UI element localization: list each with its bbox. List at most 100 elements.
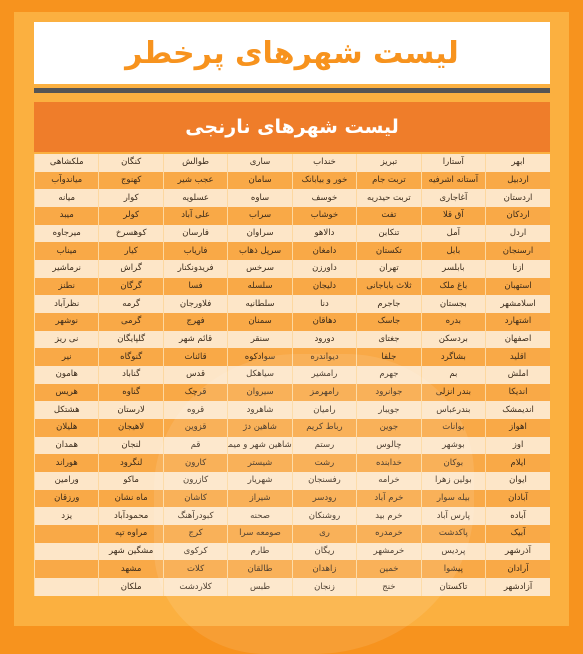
- city-cell: اهواز: [485, 419, 550, 437]
- city-cell: تبریز: [356, 154, 422, 172]
- city-cell: اندیکا: [485, 383, 550, 402]
- table-row: آذرشهر پردیس خرمشهر ریگان طارم کرکوی مشگین شهر: [33, 542, 550, 561]
- city-cell: خنداب: [291, 154, 357, 172]
- city-cell: فسا: [162, 277, 228, 296]
- city-cell: پردیس: [420, 542, 486, 561]
- city-cell: بجستان: [420, 295, 486, 314]
- page-title: لیست شهرهای پرخطر: [125, 35, 459, 71]
- city-cell: بدره: [420, 313, 486, 331]
- city-cell: چالوس: [356, 436, 422, 455]
- city-cell: سلطانیه: [227, 295, 293, 314]
- city-cell: جلفا: [356, 348, 422, 367]
- city-cell: رستم: [291, 436, 357, 455]
- table-row: اندیمشک بندرعباس جویبار رامیان شاهرود قروه لار…: [33, 401, 550, 420]
- city-cell: کهنوج: [98, 171, 164, 190]
- city-cell: بشاگرد: [420, 348, 486, 367]
- city-cell: تهران: [356, 260, 422, 278]
- city-cell: خوشاب: [291, 207, 357, 225]
- subtitle-bar: لیست شهرهای نارنجی: [34, 102, 550, 152]
- city-cell: طبس: [227, 578, 293, 596]
- city-cell: خمین: [356, 560, 422, 579]
- city-cell: نطنز: [33, 277, 99, 296]
- city-cell: جوانرود: [356, 383, 422, 402]
- table-row: آزادشهر تاکستان خنج زنجان طبس کلاردشت ملکان: [33, 578, 550, 596]
- city-cell: بوشهر: [420, 436, 486, 455]
- city-cell: گنوگاه: [98, 348, 164, 367]
- table-row: اردستان آغاجاری تربت حیدریه خوسف ساوه عسلویه ک…: [33, 189, 550, 208]
- city-cell: کوهسرخ: [98, 224, 164, 243]
- city-cell: سلسله: [227, 277, 293, 296]
- city-cell: هامون: [33, 366, 99, 384]
- city-cell: میرجاوه: [33, 224, 99, 243]
- city-cell: نوشهر: [33, 313, 99, 331]
- city-cell: جویبار: [356, 401, 422, 420]
- city-cell: نی ریز: [33, 330, 99, 349]
- city-cell: شهریار: [227, 472, 293, 490]
- city-cell: کلاردشت: [162, 578, 228, 596]
- table-row: آرادان پیشوا خمین زاهدان طالقان کلات مشهد: [33, 560, 550, 579]
- city-cell: طوالش: [162, 154, 228, 172]
- city-cell: خور و بیابانک: [291, 171, 357, 190]
- city-cell: اسلامشهر: [485, 295, 550, 314]
- city-cell: زاهدان: [291, 560, 357, 579]
- city-cell: اصفهان: [485, 330, 550, 349]
- city-cell: گرگان: [98, 277, 164, 296]
- city-cell: دورود: [291, 330, 357, 349]
- table-row: اندیکا بندر انزلی جوانرود رامهرمز سیروان قرچک…: [33, 383, 550, 402]
- city-cell: فارسان: [162, 224, 228, 243]
- city-cell: میانه: [33, 189, 99, 208]
- city-cell: همدان: [33, 436, 99, 455]
- city-cell: قم: [162, 436, 228, 455]
- city-cell: سرپل ذهاب: [227, 242, 293, 261]
- table-row: ایوان بولین زهرا خرامه رفسنجان شهریار کازرون م…: [33, 472, 550, 490]
- city-cell: رباط کریم: [291, 419, 357, 437]
- table-row: اردکان آق قلا تفت خوشاب سراب علی آباد کولر میبد: [33, 207, 550, 225]
- city-cell: کارون: [162, 454, 228, 473]
- table-row: اهواز بوانات جوین رباط کریم شاهین دژ قزوین لاه…: [33, 419, 550, 437]
- city-cell: هشتکل: [33, 401, 99, 420]
- table-row: اشتهارد بدره جاسک دهاقان سمنان فهرج گرمی نوشهر: [33, 313, 550, 331]
- section-subtitle: لیست شهرهای نارنجی: [185, 116, 399, 138]
- table-row: استهبان باغ ملک ثلاث باباجانی دلیجان سلسله فس…: [33, 277, 550, 296]
- city-cell: دیواندره: [291, 348, 357, 367]
- city-cell: خنج: [356, 578, 422, 596]
- city-cell: تربت جام: [356, 171, 422, 190]
- city-cell: رامشیر: [291, 366, 357, 384]
- city-cell: [33, 560, 99, 579]
- city-cell: ساوه: [227, 189, 293, 208]
- city-cell: علی آباد: [162, 207, 228, 225]
- city-cell: سنقر: [227, 330, 293, 349]
- city-cell: خرم آباد: [356, 489, 422, 508]
- city-cell: آمل: [420, 224, 486, 243]
- city-cell: اردل: [485, 224, 550, 243]
- city-cell: مشگین شهر: [98, 542, 164, 561]
- city-cell: سراوان: [227, 224, 293, 243]
- city-cell: آبیک: [485, 525, 550, 543]
- city-cell: آستارا: [420, 154, 486, 172]
- table-row: ابهر آستارا تبریز خنداب ساری طوالش کنگان ملکشاه…: [33, 154, 550, 172]
- city-cell: نرماشیر: [33, 260, 99, 278]
- city-cell: ماه نشان: [98, 489, 164, 508]
- city-cell: هلیلان: [33, 419, 99, 437]
- city-cell: [33, 525, 99, 543]
- city-cell: پیشوا: [420, 560, 486, 579]
- city-cell: اردکان: [485, 207, 550, 225]
- city-cell: جاجرم: [356, 295, 422, 314]
- city-cell: گناوه: [98, 383, 164, 402]
- title-box: لیست شهرهای پرخطر: [34, 22, 550, 84]
- city-cell: سیاهکل: [227, 366, 293, 384]
- city-cell: ابهر: [485, 154, 550, 172]
- city-cell: دنا: [291, 295, 357, 314]
- city-cell: استهبان: [485, 277, 550, 296]
- city-cell: [33, 542, 99, 561]
- city-cell: روشنکان: [291, 507, 357, 526]
- city-cell: لاهیجان: [98, 419, 164, 437]
- city-cell: رشت: [291, 454, 357, 473]
- city-cell: اردستان: [485, 189, 550, 208]
- city-cell: خدابنده: [356, 454, 422, 473]
- table-row: ارسنجان بابل تکستان دامغان سرپل ذهاب فاریاب کی…: [33, 242, 550, 261]
- city-cell: پارس آباد: [420, 507, 486, 526]
- city-cell: دامغان: [291, 242, 357, 261]
- city-cell: طالقان: [227, 560, 293, 579]
- city-cell: میناب: [33, 242, 99, 261]
